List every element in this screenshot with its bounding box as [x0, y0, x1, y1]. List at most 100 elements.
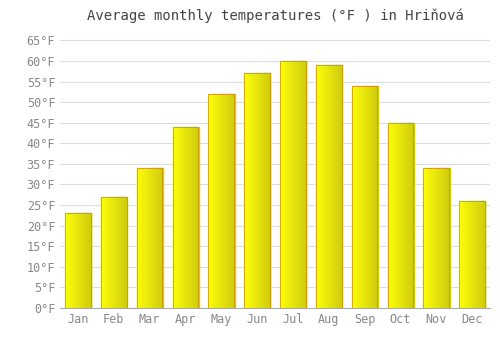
Bar [70, 213, 71, 308]
Bar [264, 73, 265, 308]
Bar [226, 94, 227, 308]
Bar [192, 127, 194, 308]
Bar [327, 65, 328, 308]
Bar [286, 61, 287, 308]
Bar [403, 123, 404, 308]
Bar [152, 168, 153, 308]
Bar [67, 213, 68, 308]
Bar [268, 73, 270, 308]
Bar [232, 94, 233, 308]
Bar [287, 61, 288, 308]
Bar [476, 201, 478, 308]
Bar [330, 65, 332, 308]
Bar [186, 127, 188, 308]
Bar [435, 168, 436, 308]
Bar [209, 94, 210, 308]
Bar [116, 197, 117, 308]
Bar [218, 94, 220, 308]
Bar [316, 65, 342, 308]
Bar [459, 201, 460, 308]
Bar [461, 201, 462, 308]
Bar [367, 86, 368, 308]
Bar [300, 61, 301, 308]
Bar [434, 168, 436, 308]
Bar [117, 197, 118, 308]
Bar [446, 168, 448, 308]
Bar [158, 168, 159, 308]
Bar [254, 73, 256, 308]
Bar [483, 201, 484, 308]
Bar [402, 123, 404, 308]
Bar [197, 127, 198, 308]
Bar [101, 197, 102, 308]
Bar [122, 197, 123, 308]
Bar [429, 168, 430, 308]
Bar [398, 123, 399, 308]
Bar [375, 86, 376, 308]
Bar [405, 123, 406, 308]
Bar [221, 94, 222, 308]
Bar [332, 65, 334, 308]
Bar [244, 73, 270, 308]
Bar [183, 127, 184, 308]
Bar [160, 168, 161, 308]
Bar [479, 201, 480, 308]
Bar [136, 168, 138, 308]
Bar [462, 201, 464, 308]
Bar [325, 65, 326, 308]
Bar [148, 168, 150, 308]
Bar [366, 86, 367, 308]
Bar [79, 213, 80, 308]
Bar [174, 127, 176, 308]
Bar [110, 197, 111, 308]
Bar [390, 123, 391, 308]
Bar [89, 213, 90, 308]
Bar [262, 73, 263, 308]
Bar [319, 65, 320, 308]
Bar [406, 123, 407, 308]
Bar [85, 213, 86, 308]
Bar [213, 94, 214, 308]
Bar [481, 201, 482, 308]
Bar [109, 197, 110, 308]
Bar [318, 65, 319, 308]
Bar [138, 168, 140, 308]
Bar [321, 65, 322, 308]
Bar [231, 94, 232, 308]
Bar [444, 168, 446, 308]
Bar [472, 201, 474, 308]
Bar [112, 197, 114, 308]
Bar [257, 73, 258, 308]
Bar [195, 127, 196, 308]
Bar [228, 94, 230, 308]
Bar [412, 123, 413, 308]
Bar [359, 86, 360, 308]
Bar [258, 73, 260, 308]
Bar [150, 168, 151, 308]
Bar [245, 73, 246, 308]
Bar [428, 168, 430, 308]
Bar [360, 86, 362, 308]
Bar [471, 201, 472, 308]
Bar [261, 73, 262, 308]
Bar [76, 213, 77, 308]
Bar [364, 86, 365, 308]
Bar [352, 86, 354, 308]
Bar [390, 123, 392, 308]
Bar [336, 65, 338, 308]
Bar [174, 127, 175, 308]
Bar [448, 168, 449, 308]
Bar [280, 61, 306, 308]
Bar [472, 201, 473, 308]
Bar [340, 65, 342, 308]
Bar [218, 94, 219, 308]
Bar [322, 65, 324, 308]
Bar [104, 197, 105, 308]
Bar [212, 94, 213, 308]
Bar [267, 73, 268, 308]
Bar [69, 213, 70, 308]
Bar [182, 127, 183, 308]
Bar [334, 65, 336, 308]
Bar [358, 86, 359, 308]
Bar [246, 73, 247, 308]
